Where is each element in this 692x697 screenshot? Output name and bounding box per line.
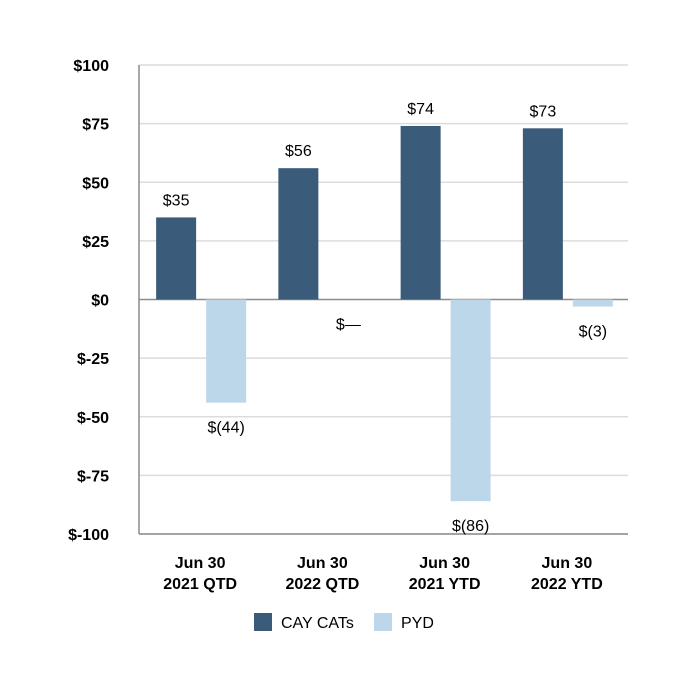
y-tick-label: $-50 bbox=[77, 410, 109, 427]
legend-label-cay-cats: CAY CATs bbox=[281, 615, 354, 632]
y-tick-label: $75 bbox=[82, 117, 109, 134]
bar-cay-cats-3 bbox=[522, 128, 563, 300]
x-tick-label-line: 2021 QTD bbox=[163, 576, 237, 593]
x-tick-label: Jun 30 2021 YTD bbox=[409, 555, 481, 593]
x-tick-label: Jun 30 2022 YTD bbox=[531, 555, 603, 593]
bar-layer bbox=[156, 125, 613, 502]
y-tick-label: $50 bbox=[82, 175, 109, 192]
x-tick-label-line: 2022 QTD bbox=[285, 576, 359, 593]
data-label: $35 bbox=[163, 192, 190, 209]
y-tick-label: $-100 bbox=[68, 527, 109, 544]
data-label: $73 bbox=[530, 103, 557, 120]
bar-pyd-2 bbox=[450, 299, 491, 502]
x-tick-label-line: Jun 30 bbox=[297, 555, 348, 572]
x-tick-label: Jun 30 2022 QTD bbox=[285, 555, 359, 593]
y-tick-label: $-75 bbox=[77, 468, 109, 485]
bar-pyd-3 bbox=[572, 299, 613, 307]
x-tick-label-line: Jun 30 bbox=[419, 555, 470, 572]
data-label: $— bbox=[336, 317, 361, 334]
legend-swatch-cay-cats bbox=[254, 613, 272, 631]
legend-swatch-pyd bbox=[374, 613, 392, 631]
data-label: $(3) bbox=[579, 324, 607, 341]
data-label-layer: $35 $56 $74 $73 $(44) $— $(86) $(3) bbox=[163, 101, 607, 535]
legend: CAY CATs PYD bbox=[254, 613, 434, 632]
data-label: $(44) bbox=[207, 420, 244, 437]
y-tick-label: $100 bbox=[73, 58, 109, 75]
x-tick-label-line: Jun 30 bbox=[175, 555, 226, 572]
bar-cay-cats-2 bbox=[400, 125, 441, 300]
legend-label-pyd: PYD bbox=[401, 615, 434, 632]
axis-layer: $100 $75 $50 $25 $0 $-25 $-50 $-75 $-100 Jun 30 20… bbox=[68, 58, 628, 593]
x-tick-label-line: 2021 YTD bbox=[409, 576, 481, 593]
x-tick-label: Jun 30 2021 QTD bbox=[163, 555, 237, 593]
y-tick-label: $25 bbox=[82, 234, 109, 251]
x-tick-label-line: Jun 30 bbox=[542, 555, 593, 572]
y-tick-label: $0 bbox=[91, 293, 109, 310]
data-label: $74 bbox=[407, 101, 434, 118]
x-tick-label-line: 2022 YTD bbox=[531, 576, 603, 593]
y-tick-label: $-25 bbox=[77, 351, 109, 368]
data-label: $(86) bbox=[452, 518, 489, 535]
bar-cay-cats-0 bbox=[156, 217, 197, 300]
bar-cay-cats-1 bbox=[278, 168, 319, 300]
bar-pyd-0 bbox=[206, 299, 247, 403]
data-label: $56 bbox=[285, 143, 312, 160]
